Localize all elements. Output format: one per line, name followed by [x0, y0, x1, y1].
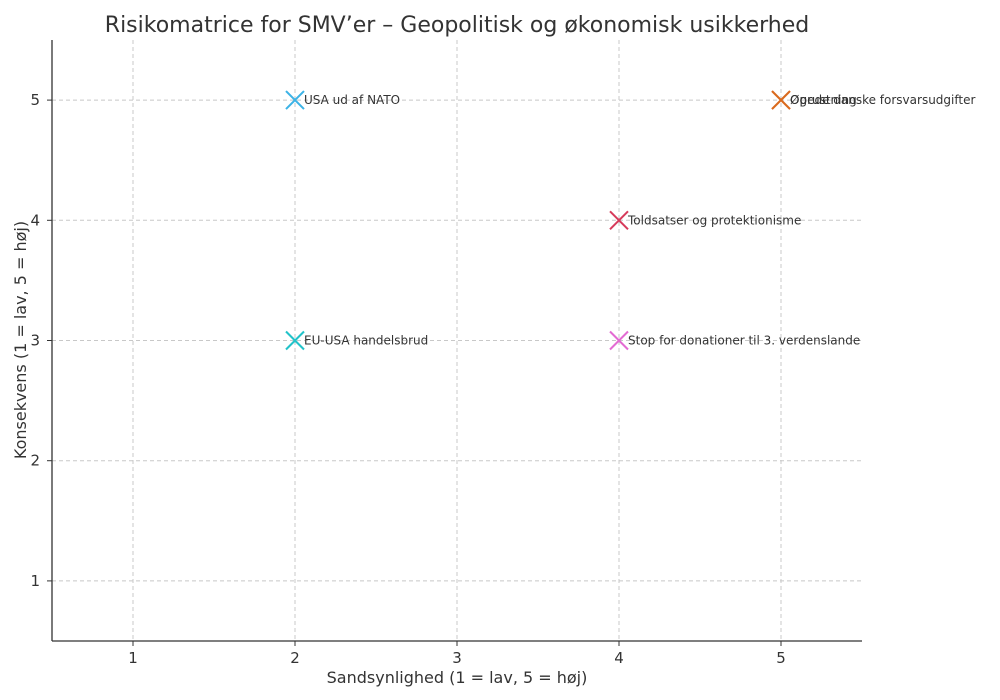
x-tick-label: 4	[614, 649, 624, 667]
y-tick-label: 1	[30, 572, 40, 590]
y-tick-label: 4	[30, 211, 40, 229]
x-tick-label: 1	[128, 649, 138, 667]
data-point-label: Stop for donationer til 3. verdenslande	[628, 334, 860, 348]
data-point-label: Øgede danske forsvarsudgifter	[790, 93, 975, 107]
tick-labels: 1 2 3 4 5 1 2 3 4 5	[30, 91, 785, 667]
data-point-marker	[285, 330, 305, 351]
data-point-label: USA ud af NATO	[304, 93, 400, 107]
y-axis-label: Konsekvens (1 = lav, 5 = høj)	[11, 221, 30, 459]
y-tick-label: 5	[30, 91, 40, 109]
data-point-label: Oprustning	[790, 93, 857, 107]
y-tick-label: 2	[30, 452, 40, 470]
data-point-marker	[609, 210, 629, 231]
data-point-marker	[771, 90, 791, 110]
x-axis-label: Sandsynlighed (1 = lav, 5 = høj)	[327, 668, 588, 687]
data-point-marker	[609, 330, 629, 351]
data-points: USA ud af NATO Øgede danske forsvarsudgif…	[285, 90, 975, 351]
grid-lines	[52, 40, 862, 641]
data-point-label: EU-USA handelsbrud	[304, 334, 428, 348]
y-tick-label: 3	[30, 332, 40, 350]
chart-title: Risikomatrice for SMV’er – Geopolitisk o…	[105, 13, 809, 38]
data-point-label: Toldsatser og protektionisme	[627, 213, 801, 227]
x-tick-label: 5	[776, 649, 786, 667]
x-tick-label: 3	[452, 649, 462, 667]
x-tick-label: 2	[290, 649, 300, 667]
data-point-marker	[285, 90, 305, 110]
